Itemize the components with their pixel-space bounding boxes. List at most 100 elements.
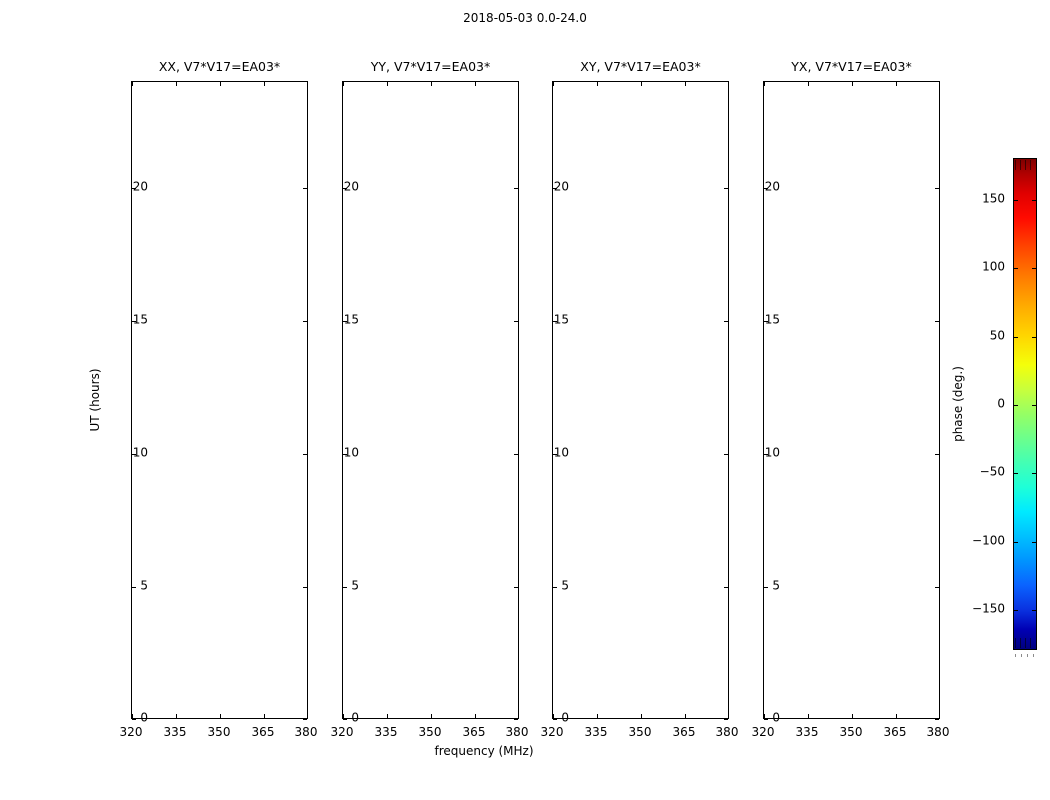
ytick-label-0: 0 [561,710,569,725]
xtick-380 [728,714,729,718]
cbar-label-m50: −50 [979,464,1005,479]
ytick-label-5: 5 [772,578,780,593]
cbar-tick-150 [1014,200,1018,201]
xtick-top-350 [852,82,853,86]
cbar-tick-right-50 [1032,337,1036,338]
ytick-right-15 [514,321,518,322]
cbar-label-150: 150 [982,191,1005,206]
cbar-tick-100 [1014,268,1018,269]
xtick-380 [518,714,519,718]
ytick-5 [343,587,347,588]
ytick-10 [343,454,347,455]
xtick-top-380 [728,82,729,86]
plot-panel-yx[interactable]: YX, V7*V17=EA03* [763,60,940,720]
ytick-right-0 [303,719,307,720]
colorbar[interactable] [1013,158,1037,650]
xtick-top-320 [764,82,765,86]
xtick-380 [939,714,940,718]
colorbar-footer-dots [1015,654,1035,657]
xtick-label-350: 350 [839,725,863,739]
cbar-tick-right-0 [1032,405,1036,406]
ytick-20 [553,188,557,189]
ytick-0 [343,719,347,720]
xtick-top-350 [431,82,432,86]
xtick-label-380: 380 [294,725,318,739]
plot-panel-xy[interactable]: XY, V7*V17=EA03* [552,60,729,720]
cbar-label-50: 50 [989,328,1005,343]
xtick-365 [685,714,686,718]
panel-title-xy: XY, V7*V17=EA03* [580,59,701,74]
cbar-tick-right-m100 [1032,542,1036,543]
xtick-top-365 [264,82,265,86]
cbar-label-100: 100 [982,259,1005,274]
xtick-380 [307,714,308,718]
xtick-label-335: 335 [163,725,187,739]
ytick-right-10 [935,454,939,455]
xtick-top-380 [518,82,519,86]
ytick-label-20: 20 [764,179,780,194]
ytick-right-0 [514,719,518,720]
xtick-320 [132,714,133,718]
xtick-label-380: 380 [715,725,739,739]
xtick-350 [641,714,642,718]
cbar-tick-m100 [1014,542,1018,543]
ytick-right-20 [514,188,518,189]
ytick-20 [132,188,136,189]
xtick-top-350 [641,82,642,86]
ytick-right-15 [935,321,939,322]
xtick-label-365: 365 [672,725,696,739]
colorbar-over-stipple [1015,160,1035,170]
ytick-0 [553,719,557,720]
xtick-top-335 [597,82,598,86]
plot-panel-yy[interactable]: YY, V7*V17=EA03* [342,60,519,720]
cbar-label-0: 0 [997,396,1005,411]
xtick-top-365 [475,82,476,86]
ytick-label-10: 10 [132,445,148,460]
ytick-right-5 [303,587,307,588]
xtick-label-320: 320 [540,725,564,739]
xtick-label-365: 365 [462,725,486,739]
colorbar-under-stipple [1015,638,1035,648]
ytick-10 [764,454,768,455]
ytick-right-10 [724,454,728,455]
ytick-15 [343,321,347,322]
ytick-label-5: 5 [140,578,148,593]
ytick-right-0 [724,719,728,720]
panel-title-yy: YY, V7*V17=EA03* [370,59,491,74]
cbar-tick-0 [1014,405,1018,406]
xtick-top-380 [307,82,308,86]
ytick-right-5 [724,587,728,588]
xtick-label-335: 335 [374,725,398,739]
ytick-right-5 [935,587,939,588]
xtick-label-350: 350 [207,725,231,739]
ytick-right-15 [303,321,307,322]
xtick-top-335 [808,82,809,86]
ytick-5 [132,587,136,588]
x-axis-label: frequency (MHz) [434,744,534,758]
ytick-right-20 [303,188,307,189]
xtick-label-380: 380 [926,725,950,739]
ytick-label-20: 20 [343,179,359,194]
ytick-right-10 [514,454,518,455]
xtick-365 [475,714,476,718]
ytick-label-20: 20 [553,179,569,194]
xtick-320 [764,714,765,718]
cbar-tick-m50 [1014,473,1018,474]
plot-panel-xx[interactable]: XX, V7*V17=EA03* [131,60,308,720]
cbar-tick-50 [1014,337,1018,338]
ytick-label-0: 0 [140,710,148,725]
ytick-10 [553,454,557,455]
xtick-top-320 [553,82,554,86]
ytick-label-20: 20 [132,179,148,194]
ytick-15 [764,321,768,322]
ytick-15 [553,321,557,322]
ytick-label-15: 15 [764,312,780,327]
ytick-right-5 [514,587,518,588]
ytick-label-10: 10 [553,445,569,460]
ytick-label-5: 5 [351,578,359,593]
xtick-label-365: 365 [883,725,907,739]
xtick-335 [597,714,598,718]
ytick-20 [343,188,347,189]
ytick-right-15 [724,321,728,322]
